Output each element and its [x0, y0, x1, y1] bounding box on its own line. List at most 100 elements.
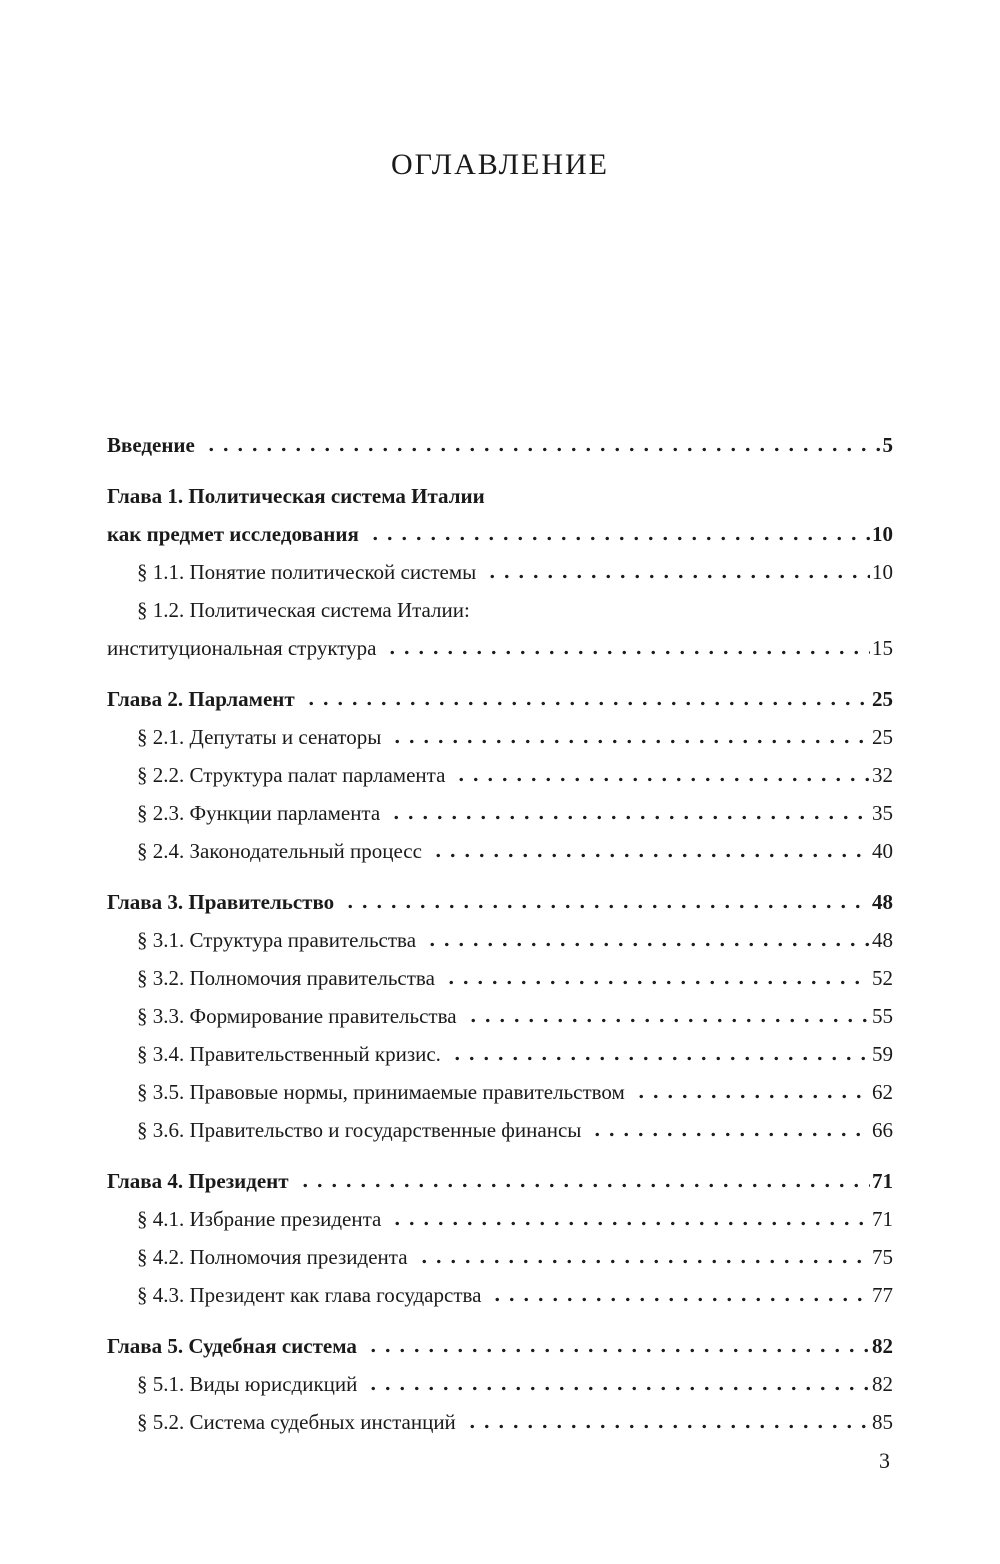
toc-entry-label: § 4.2. Полномочия президента: [137, 1245, 408, 1269]
toc-entry-label: § 2.4. Законодательный процесс: [137, 839, 422, 863]
toc-entry-label: § 3.5. Правовые нормы, принимаемые прави…: [137, 1080, 625, 1104]
toc-line: Глава 1. Политическая система Италии: [107, 477, 893, 515]
toc-entry-label: § 1.1. Понятие политической системы: [137, 560, 477, 584]
toc-entry: § 3.2. Полномочия правительства 52: [107, 959, 893, 997]
dot-leader: [425, 942, 870, 947]
toc-entry-page: 5: [882, 433, 894, 457]
toc-line: Глава 4. Президент 71: [107, 1162, 893, 1200]
toc-entry: § 1.1. Понятие политической системы 10: [107, 553, 893, 591]
toc-entry-page: 10: [872, 522, 893, 546]
toc-entry-page: 75: [872, 1245, 893, 1269]
toc-line: § 2.3. Функции парламента 35: [107, 794, 893, 832]
toc-entry: Глава 2. Парламент 25: [107, 680, 893, 718]
toc-entry-label: § 5.2. Система судебных инстанций: [137, 1410, 456, 1434]
dot-leader: [465, 1018, 870, 1023]
toc-list: Введение 5 Глава 1. Политическая система И…: [107, 426, 893, 1441]
toc-entry-page: 55: [872, 1004, 893, 1028]
dot-leader: [390, 1221, 870, 1226]
toc-entry-label: § 2.2. Структура палат парламента: [137, 763, 446, 787]
toc-line: как предмет исследования 10: [107, 515, 893, 553]
toc-entry-page: 48: [872, 890, 893, 914]
dot-leader: [297, 1183, 870, 1188]
toc-entry-label: § 2.1. Депутаты и сенаторы: [137, 725, 382, 749]
toc-line: институциональная структура 15: [107, 629, 893, 667]
toc-entry-label: § 4.1. Избрание президента: [137, 1207, 382, 1231]
toc-line: § 3.5. Правовые нормы, принимаемые прави…: [107, 1073, 893, 1111]
toc-entry-label: Глава 1. Политическая система Италии: [107, 484, 485, 508]
toc-entry: Глава 4. Президент 71: [107, 1162, 893, 1200]
toc-entry-label: § 3.6. Правительство и государственные ф…: [137, 1118, 582, 1142]
toc-entry-label: § 3.1. Структура правительства: [137, 928, 417, 952]
dot-leader: [454, 777, 870, 782]
toc-line: § 3.6. Правительство и государственные ф…: [107, 1111, 893, 1149]
toc-line: § 4.1. Избрание президента 71: [107, 1200, 893, 1238]
toc-entry: § 2.2. Структура палат парламента 32: [107, 756, 893, 794]
toc-entry-page: 59: [872, 1042, 893, 1066]
dot-leader: [490, 1297, 870, 1302]
toc-entry: § 3.5. Правовые нормы, принимаемые прави…: [107, 1073, 893, 1111]
toc-entry-label: § 5.1. Виды юрисдикций: [137, 1372, 358, 1396]
toc-line: Глава 2. Парламент 25: [107, 680, 893, 718]
dot-leader: [590, 1132, 870, 1137]
toc-line: § 4.2. Полномочия президента 75: [107, 1238, 893, 1276]
toc-entry-page: 52: [872, 966, 893, 990]
toc-entry-page: 25: [872, 687, 893, 711]
toc-entry-page: 40: [872, 839, 893, 863]
toc-entry-label: § 4.3. Президент как глава государства: [137, 1283, 482, 1307]
toc-entry: § 2.3. Функции парламента 35: [107, 794, 893, 832]
dot-leader: [366, 1386, 870, 1391]
toc-entry-page: 77: [872, 1283, 893, 1307]
toc-line: § 3.4. Правительственный кризис. 59: [107, 1035, 893, 1073]
toc-entry: Глава 1. Политическая система Италии как …: [107, 477, 893, 553]
toc-entry-label: Глава 3. Правительство: [107, 890, 335, 914]
toc-entry-page: 32: [872, 763, 893, 787]
toc-entry-label: § 3.3. Формирование правительства: [137, 1004, 457, 1028]
dot-leader: [365, 1348, 870, 1353]
footer-page-number: 3: [879, 1448, 890, 1473]
toc-entry-label: § 1.2. Политическая система Италии:: [137, 598, 470, 622]
toc-entry: Введение 5: [107, 426, 893, 464]
toc-entry: Глава 5. Судебная система 82: [107, 1327, 893, 1365]
toc-line: Глава 3. Правительство 48: [107, 883, 893, 921]
dot-leader: [485, 574, 870, 579]
toc-entry-page: 85: [872, 1410, 893, 1434]
toc-line: Глава 5. Судебная система 82: [107, 1327, 893, 1365]
dot-leader: [390, 739, 870, 744]
toc-entry-label: Глава 4. Президент: [107, 1169, 289, 1193]
toc-line: § 2.4. Законодательный процесс 40: [107, 832, 893, 870]
toc-line: § 2.2. Структура палат парламента 32: [107, 756, 893, 794]
toc-entry-page: 48: [872, 928, 893, 952]
dot-leader: [367, 536, 870, 541]
dot-leader: [633, 1094, 870, 1099]
page-title: ОГЛАВЛЕНИЕ: [391, 148, 609, 181]
toc-entry-page: 82: [872, 1334, 893, 1358]
dot-leader: [385, 650, 870, 655]
toc-entry-page: 82: [872, 1372, 893, 1396]
dot-leader: [449, 1056, 870, 1061]
toc-line: § 2.1. Депутаты и сенаторы 25: [107, 718, 893, 756]
toc-entry-label: § 2.3. Функции парламента: [137, 801, 381, 825]
dot-leader: [416, 1259, 870, 1264]
toc-entry-label: Глава 5. Судебная система: [107, 1334, 357, 1358]
toc-line: § 3.1. Структура правительства 48: [107, 921, 893, 959]
toc-line: § 3.2. Полномочия правительства 52: [107, 959, 893, 997]
toc-entry-page: 25: [872, 725, 893, 749]
toc-entry-label: Введение: [107, 433, 195, 457]
toc-line: § 3.3. Формирование правительства 55: [107, 997, 893, 1035]
toc-entry-page: 71: [872, 1207, 893, 1231]
toc-entry-label: как предмет исследования: [107, 522, 359, 546]
toc-line: Введение 5: [107, 426, 893, 464]
toc-entry: § 4.2. Полномочия президента 75: [107, 1238, 893, 1276]
toc-entry: § 5.1. Виды юрисдикций 82: [107, 1365, 893, 1403]
dot-leader: [443, 980, 870, 985]
toc-entry: § 5.2. Система судебных инстанций 85: [107, 1403, 893, 1441]
toc-entry-page: 66: [872, 1118, 893, 1142]
toc-entry-page: 35: [872, 801, 893, 825]
dot-leader: [464, 1424, 870, 1429]
toc-entry: Глава 3. Правительство 48: [107, 883, 893, 921]
toc-entry: § 3.3. Формирование правительства 55: [107, 997, 893, 1035]
dot-leader: [203, 447, 881, 452]
toc-entry-page: 62: [872, 1080, 893, 1104]
toc-entry: § 4.1. Избрание президента 71: [107, 1200, 893, 1238]
toc-entry-label: институциональная структура: [107, 636, 377, 660]
